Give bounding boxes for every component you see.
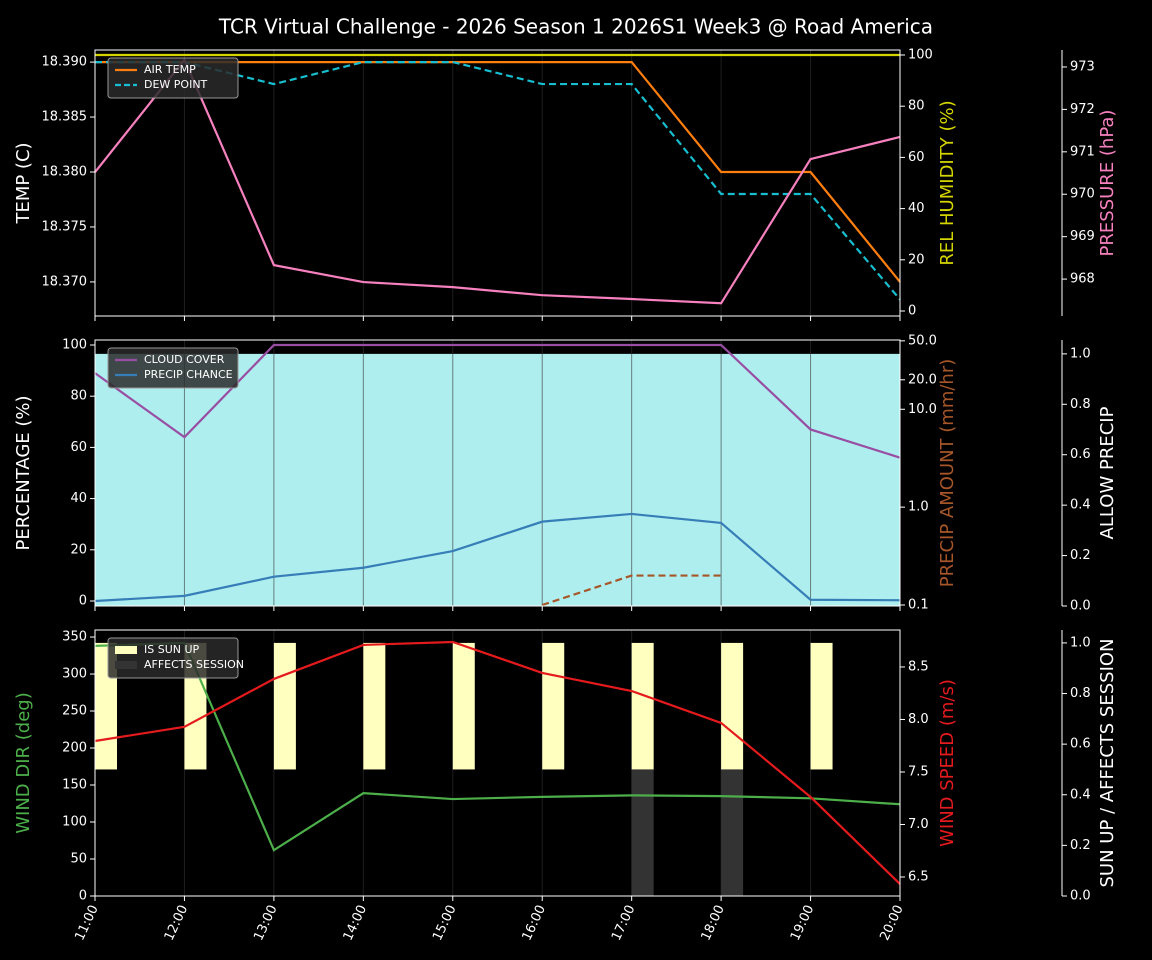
legend-box	[107, 347, 239, 389]
y-tick-label: 8.0	[908, 712, 929, 727]
y-tick-label: 80	[70, 389, 87, 404]
bar	[452, 642, 475, 770]
y-tick-label: 973	[1070, 59, 1095, 74]
legend-swatch	[115, 646, 137, 654]
legend-label: AFFECTS SESSION	[144, 658, 244, 671]
axis-label: REL HUMIDITY (%)	[937, 100, 958, 265]
y-tick-label: 971	[1070, 144, 1095, 159]
y-tick-label: 0.4	[1070, 498, 1091, 513]
axis-label: ALLOW PRECIP	[1097, 406, 1118, 539]
axis-label: PRESSURE (hPa)	[1097, 110, 1118, 257]
series-line	[541, 574, 722, 607]
y-tick-label: 18.370	[42, 274, 88, 289]
y-tick-label: 100	[908, 47, 933, 62]
axis-label: SUN UP / AFFECTS SESSION	[1097, 638, 1118, 887]
plot-frame	[94, 339, 901, 607]
y-tick-label: 100	[62, 815, 87, 830]
y-tick-label: 1.0	[1070, 346, 1091, 361]
y-tick-label: 0.6	[1070, 737, 1091, 752]
axis-label: PERCENTAGE (%)	[13, 395, 34, 550]
legend: IS SUN UP AFFECTS SESSION	[107, 637, 244, 679]
legend-box	[107, 57, 239, 99]
y-tick-label: 80	[908, 99, 925, 114]
axis-label: WIND DIR (deg)	[13, 692, 34, 834]
y-tick-label: 0.8	[1070, 397, 1091, 412]
y-tick-label: 0.6	[1070, 447, 1091, 462]
y-tick-label: 972	[1070, 102, 1095, 117]
plot-frame	[94, 49, 901, 317]
y-tick-label: 8.5	[908, 659, 929, 674]
legend-box	[107, 637, 239, 679]
y-tick-label: 7.0	[908, 817, 929, 832]
y-tick-label: 0.4	[1070, 787, 1091, 802]
y-tick-label: 300	[62, 667, 87, 682]
y-tick-label: 970	[1070, 187, 1095, 202]
bar	[363, 642, 386, 770]
legend-label: AIR TEMP	[144, 63, 196, 76]
legend-label: IS SUN UP	[144, 643, 200, 656]
bar	[721, 642, 744, 770]
y-tick-label: 150	[62, 778, 87, 793]
series-line	[94, 640, 901, 885]
y-tick-label: 0.1	[908, 598, 929, 613]
bar	[721, 769, 744, 896]
legend: AIR TEMP DEW POINT	[107, 57, 239, 99]
y-tick-label: 40	[70, 491, 87, 506]
y-tick-label: 1.0	[908, 500, 929, 515]
legend-label: PRECIP CHANCE	[144, 368, 233, 381]
y-tick-label: 0.2	[1070, 838, 1091, 853]
bar	[631, 769, 654, 896]
series-line	[94, 57, 901, 305]
legend: CLOUD COVER PRECIP CHANCE	[107, 347, 239, 389]
y-tick-label: 0.0	[1070, 889, 1091, 904]
y-tick-label: 20.0	[908, 372, 937, 387]
y-tick-label: 0.8	[1070, 686, 1091, 701]
y-tick-label: 350	[62, 630, 87, 645]
series-line	[94, 641, 901, 852]
bar	[631, 642, 654, 770]
y-tick-label: 20	[908, 252, 925, 267]
y-tick-label: 100	[62, 337, 87, 352]
y-tick-label: 60	[70, 440, 87, 455]
legend-swatch	[115, 661, 137, 669]
y-tick-label: 18.385	[42, 110, 88, 125]
y-tick-label: 18.390	[42, 55, 88, 70]
y-tick-label: 60	[908, 150, 925, 165]
y-tick-label: 10.0	[908, 402, 937, 417]
y-tick-label: 0.2	[1070, 548, 1091, 563]
plot-frame	[94, 629, 901, 897]
y-tick-label: 968	[1070, 272, 1095, 287]
y-tick-label: 0.0	[1070, 599, 1091, 614]
legend-label: CLOUD COVER	[144, 353, 225, 366]
y-tick-label: 969	[1070, 229, 1095, 244]
y-tick-label: 20	[70, 542, 87, 557]
axis-label: PRECIP AMOUNT (mm/hr)	[937, 359, 958, 588]
y-tick-label: 0	[908, 304, 916, 319]
bar	[810, 642, 833, 770]
bar	[542, 642, 565, 770]
chart-title: TCR Virtual Challenge - 2026 Season 1 20…	[218, 15, 933, 39]
y-tick-label: 18.375	[42, 219, 88, 234]
y-tick-label: 50.0	[908, 333, 937, 348]
y-tick-label: 7.5	[908, 764, 929, 779]
bar	[273, 642, 296, 770]
y-tick-label: 1.0	[1070, 635, 1091, 650]
axis-label: WIND SPEED (m/s)	[937, 679, 958, 847]
y-tick-label: 50	[70, 852, 87, 867]
y-tick-label: 0	[79, 889, 87, 904]
y-tick-label: 6.5	[908, 869, 929, 884]
axis-label: TEMP (C)	[13, 142, 34, 224]
series-line	[94, 512, 901, 603]
legend-label: DEW POINT	[144, 78, 208, 91]
precip-allowed-area	[95, 353, 900, 606]
y-tick-label: 250	[62, 704, 87, 719]
y-tick-label: 200	[62, 741, 87, 756]
series-line	[94, 343, 901, 459]
y-tick-label: 0	[79, 594, 87, 609]
y-tick-label: 18.380	[42, 165, 88, 180]
y-tick-label: 40	[908, 201, 925, 216]
